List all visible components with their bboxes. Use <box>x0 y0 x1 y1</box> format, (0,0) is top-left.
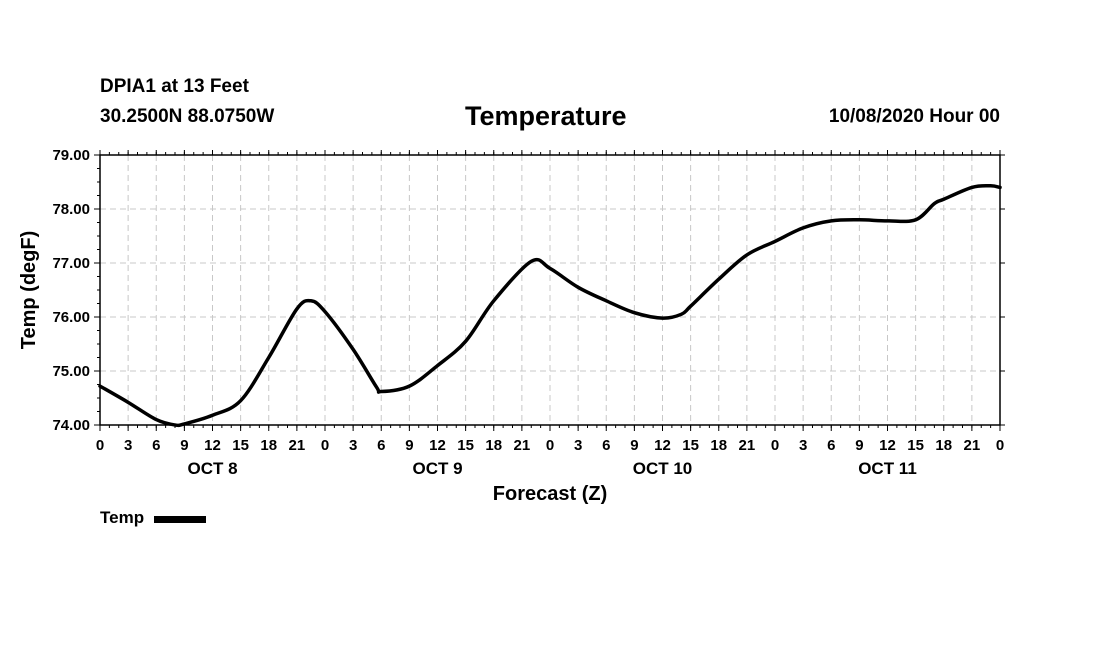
x-tick-label: 12 <box>654 437 671 454</box>
x-tick-label: 15 <box>682 437 699 454</box>
x-tick-label: 0 <box>321 437 329 454</box>
x-tick-label: 15 <box>907 437 924 454</box>
y-tick-label: 76.00 <box>52 309 90 326</box>
x-tick-label: 9 <box>180 437 188 454</box>
x-tick-label: 3 <box>349 437 357 454</box>
x-tick-label: 9 <box>630 437 638 454</box>
legend-swatch <box>154 516 207 523</box>
series-line-temp <box>98 183 1002 428</box>
x-tick-label: 6 <box>377 437 385 454</box>
grid-lines <box>100 155 1000 425</box>
x-tick-label: 21 <box>514 437 531 454</box>
x-tick-label: 6 <box>827 437 835 454</box>
x-tick-label: 15 <box>457 437 474 454</box>
x-tick-label: 18 <box>485 437 502 454</box>
x-tick-label: 0 <box>771 437 779 454</box>
y-tick-label: 79.00 <box>52 147 90 164</box>
y-axis-title: Temp (degF) <box>18 231 40 350</box>
x-tick-label: 3 <box>574 437 582 454</box>
x-tick-label: 21 <box>289 437 306 454</box>
y-tick-label: 77.00 <box>52 255 90 272</box>
x-tick-label: 18 <box>260 437 277 454</box>
x-tick-label: 12 <box>879 437 896 454</box>
x-tick-label: 18 <box>935 437 952 454</box>
x-tick-label: 9 <box>855 437 863 454</box>
x-tick-label: 21 <box>739 437 756 454</box>
station-label: DPIA1 at 13 Feet <box>100 76 249 97</box>
x-tick-label: 0 <box>996 437 1004 454</box>
day-label: OCT 9 <box>412 459 462 478</box>
legend: Temp <box>100 508 207 528</box>
x-tick-label: 12 <box>204 437 221 454</box>
x-tick-label: 3 <box>799 437 807 454</box>
x-tick-label: 0 <box>546 437 554 454</box>
day-label: OCT 10 <box>633 459 693 478</box>
x-tick-label: 18 <box>710 437 727 454</box>
x-tick-label: 6 <box>152 437 160 454</box>
y-tick-label: 78.00 <box>52 201 90 218</box>
x-tick-label: 9 <box>405 437 413 454</box>
coordinates-label: 30.2500N 88.0750W <box>100 106 275 127</box>
forecast-date-label: 10/08/2020 Hour 00 <box>828 106 1000 127</box>
x-tick-label: 6 <box>602 437 610 454</box>
x-tick-label: 0 <box>96 437 104 454</box>
x-tick-label: 15 <box>232 437 249 454</box>
x-tick-label: 21 <box>964 437 981 454</box>
y-tick-label: 75.00 <box>52 363 90 380</box>
day-label: OCT 8 <box>187 459 237 478</box>
y-tick-label: 74.00 <box>52 417 90 434</box>
day-label: OCT 11 <box>858 459 917 478</box>
chart-title: Temperature <box>465 101 627 131</box>
x-axis-title: Forecast (Z) <box>493 483 607 505</box>
legend-label: Temp <box>100 508 145 527</box>
x-tick-label: 3 <box>124 437 132 454</box>
x-tick-label: 12 <box>429 437 446 454</box>
